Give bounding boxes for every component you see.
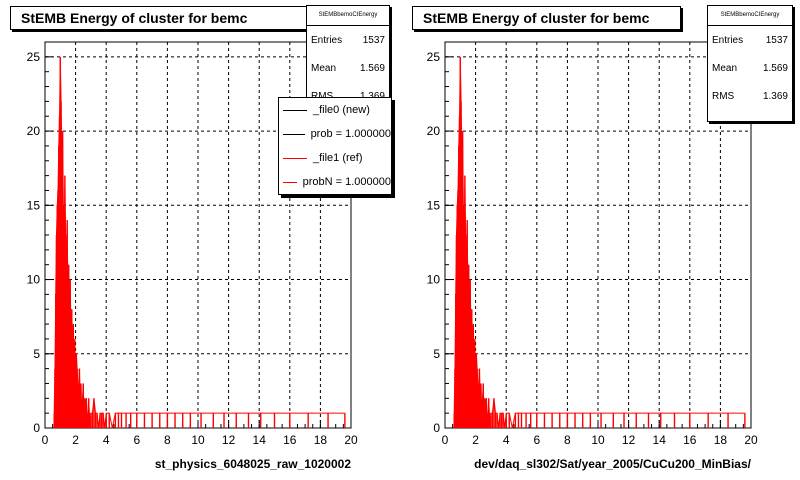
legend-label: _file1 (ref) [313,152,363,164]
y-tick-label: 5 [33,347,40,361]
x-tick-label: 10 [591,433,605,447]
right-stats-row-entries: Entries 1537 [708,26,792,54]
x-tick-label: 6 [133,433,140,447]
left-chart-title: StEMB Energy of cluster for bemc [10,6,309,30]
x-tick-label: 12 [622,433,636,447]
left-stats-label: RMS [311,90,334,102]
x-tick-label: 16 [283,433,297,447]
y-tick-label: 15 [27,198,41,212]
y-tick-label: 25 [27,50,41,64]
right-stats-box: StEMBbemoCIEnergy Entries 1537 Mean 1.56… [707,5,793,122]
legend-entry-file1: _file1 (ref) [279,146,391,170]
right-stats-value: 1.569 [762,62,788,74]
y-tick-label: 10 [27,273,41,287]
legend-label: prob = 1.000000 [310,128,391,140]
y-tick-label: 10 [427,273,441,287]
x-tick-label: 20 [744,433,758,447]
legend-label: _file0 (new) [313,104,370,116]
right-stats-row-rms: RMS 1.369 [708,82,792,110]
histogram-outline [453,56,745,429]
left-legend: _file0 (new) prob = 1.000000 _file1 (ref… [278,97,392,195]
left-stats-label: Mean [311,62,337,74]
right-stats-name: StEMBbemoCIEnergy [708,6,792,26]
legend-entry-prob: prob = 1.000000 [279,122,391,146]
left-stats-value: 1537 [362,34,385,46]
legend-line-swatch [283,181,297,183]
left-stats-name: StEMBbemoCIEnergy [307,6,389,26]
x-tick-label: 4 [103,433,110,447]
right-stats-row-mean: Mean 1.569 [708,54,792,82]
x-tick-label: 8 [164,433,171,447]
legend-label: probN = 1.000000 [302,176,391,188]
x-axis-label: st_physics_6048025_raw_1020002 [155,457,351,471]
x-tick-label: 18 [314,433,328,447]
left-stats-row-entries: Entries 1537 [307,26,389,54]
x-tick-label: 6 [533,433,540,447]
x-axis-label: dev/daq_sl302/Sat/year_2005/CuCu200_MinB… [474,457,751,471]
x-tick-label: 4 [503,433,510,447]
histogram-chart-right: 0 2 4 6 8 10 12 14 16 18 20 0 5 10 15 20 25 dev/daq_sl302… [427,41,758,471]
legend-line-swatch [283,157,307,159]
y-tick-label: 5 [433,347,440,361]
right-stats-label: RMS [712,90,735,102]
left-stats-row-rms: RMS 1.369 [307,82,389,110]
y-tick-label: 0 [433,421,440,435]
x-tick-label: 2 [472,433,479,447]
y-tick-label: 15 [427,198,441,212]
legend-line-swatch [283,133,305,135]
x-tick-label: 12 [222,433,236,447]
right-stats-label: Entries [712,34,744,46]
y-tick-label: 20 [427,124,441,138]
left-chart-title-text: StEMB Energy of cluster for bemc [21,10,248,26]
x-tick-label: 14 [653,433,667,447]
x-tick-label: 20 [344,433,358,447]
left-stats-row-mean: Mean 1.569 [307,54,389,82]
x-tick-label: 8 [564,433,571,447]
legend-line-swatch [283,109,307,111]
y-tick-label: 0 [33,421,40,435]
right-stats-label: Mean [712,62,738,74]
x-tick-label: 2 [72,433,79,447]
histogram-outline [53,56,345,429]
x-tick-label: 14 [253,433,267,447]
x-tick-label: 0 [442,433,449,447]
left-stats-value: 1.569 [359,62,385,74]
right-stats-value: 1537 [765,34,788,46]
y-tick-label: 20 [27,124,41,138]
right-chart-title-text: StEMB Energy of cluster for bemc [423,10,650,26]
legend-entry-probn: probN = 1.000000 [279,170,391,194]
x-tick-label: 10 [191,433,205,447]
left-stats-label: Entries [311,34,343,46]
right-chart-title: StEMB Energy of cluster for bemc [412,6,681,30]
x-tick-label: 0 [42,433,49,447]
y-tick-label: 25 [427,50,441,64]
x-tick-label: 16 [683,433,697,447]
right-stats-value: 1.369 [762,90,788,102]
legend-entry-file0: _file0 (new) [279,98,391,122]
x-tick-label: 18 [714,433,728,447]
left-stats-value: 1.369 [359,90,385,102]
